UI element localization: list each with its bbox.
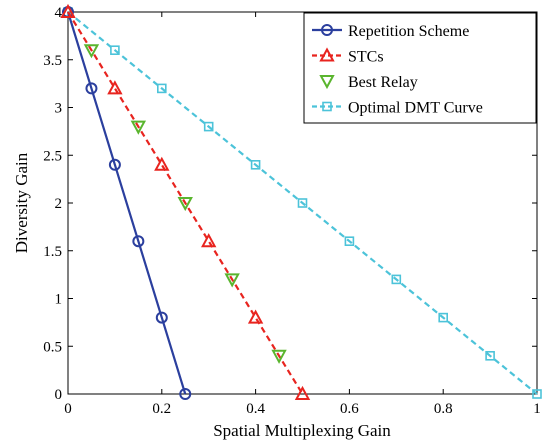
axis-ticks: 0 0.2 0.4 0.6 0.8 1 0 0.5 1 1.5 2 2.5 3 3.5 4 <box>43 5 541 417</box>
series-best-relay <box>83 44 287 364</box>
y-tick-label: 4 <box>55 5 63 21</box>
y-tick-label: 3.5 <box>43 53 62 69</box>
data-point <box>297 198 308 208</box>
series-optimal-dmt-curve <box>63 7 542 399</box>
series-repetition-scheme <box>62 6 192 400</box>
legend: Repetition Scheme STCs Best Relay Optimal D… <box>303 12 537 124</box>
legend-entry: Optimal DMT Curve <box>312 100 483 117</box>
series-line <box>67 11 538 395</box>
legend-marker <box>322 101 332 112</box>
data-point <box>224 273 240 288</box>
series-layer <box>60 3 542 400</box>
data-point <box>485 350 495 361</box>
data-point <box>179 388 192 400</box>
legend-label: Optimal DMT Curve <box>348 100 483 117</box>
series-stcs <box>60 3 311 400</box>
data-point <box>271 349 287 364</box>
x-tick-label: 1 <box>533 401 541 417</box>
data-point <box>130 120 147 135</box>
data-point <box>201 233 217 248</box>
data-point <box>85 82 98 95</box>
y-tick-label: 0.5 <box>43 339 62 355</box>
data-point <box>60 3 76 18</box>
data-point <box>177 197 193 212</box>
data-point <box>203 121 214 132</box>
x-tick-label: 0.4 <box>246 401 265 417</box>
legend-entry: Best Relay <box>319 74 418 91</box>
data-point <box>154 156 170 171</box>
data-point <box>344 236 355 246</box>
y-tick-label: 2.5 <box>43 148 62 164</box>
legend-entry: STCs <box>312 47 384 66</box>
data-point <box>155 311 168 324</box>
legend-marker <box>319 47 335 62</box>
legend-label: Best Relay <box>348 74 418 91</box>
x-tick-label: 0 <box>64 401 72 417</box>
data-point <box>108 158 121 171</box>
legend-label: STCs <box>348 49 384 66</box>
data-point <box>132 235 145 248</box>
x-tick-label: 0.8 <box>434 401 453 417</box>
x-tick-label: 0.2 <box>152 401 171 417</box>
y-tick-label: 1.5 <box>43 244 62 260</box>
legend-marker <box>319 75 335 90</box>
data-point <box>250 160 261 170</box>
data-point <box>391 274 402 285</box>
y-axis-label: Diversity Gain <box>12 152 31 253</box>
data-point <box>107 80 123 95</box>
y-tick-label: 2 <box>55 196 63 212</box>
x-axis-label: Spatial Multiplexing Gain <box>213 421 391 440</box>
series-line <box>66 11 187 395</box>
y-tick-label: 0 <box>55 387 63 403</box>
legend-label: Repetition Scheme <box>348 23 469 40</box>
legend-box <box>303 12 537 124</box>
data-point <box>247 309 264 324</box>
x-tick-label: 0.6 <box>340 401 359 417</box>
series-line <box>67 11 304 395</box>
data-point <box>532 389 542 399</box>
data-point <box>294 385 311 400</box>
y-tick-label: 3 <box>55 101 63 117</box>
data-point <box>157 83 167 94</box>
data-point <box>83 44 100 59</box>
data-point <box>438 312 449 323</box>
legend-marker <box>321 24 333 36</box>
legend-entry: Repetition Scheme <box>312 23 469 40</box>
y-tick-label: 1 <box>55 292 63 308</box>
data-point <box>110 45 120 56</box>
